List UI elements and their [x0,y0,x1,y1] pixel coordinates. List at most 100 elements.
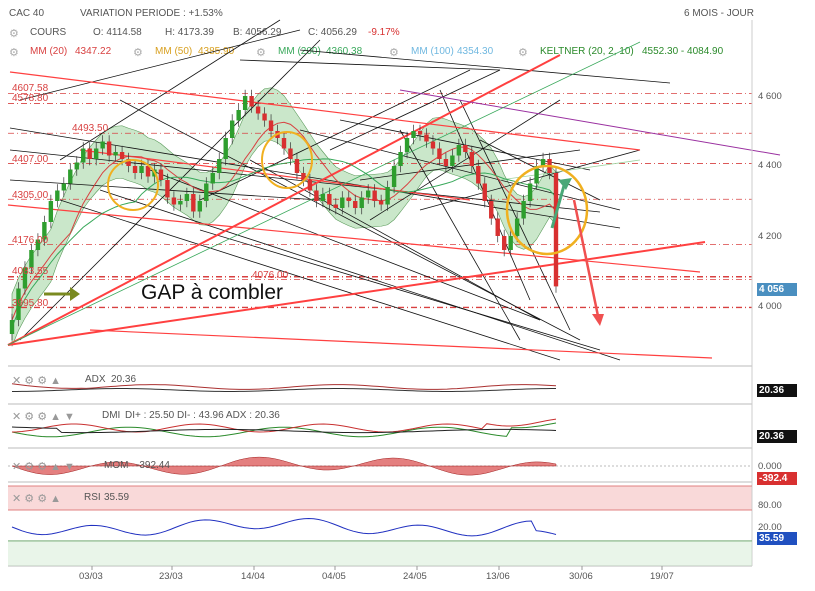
candle-body [378,201,384,205]
mom-label: MOM [104,460,129,471]
candle-body [404,138,410,152]
candle-body [476,166,481,184]
candle-body [346,197,351,201]
trend-line [99,189,621,361]
dmi-box: 20.36 [757,430,797,443]
rsi-box: 35.59 [757,532,797,545]
highlight-circle-1 [107,159,159,211]
candle-body [217,159,222,173]
gap-annotation: GAP à combler [141,281,284,304]
level-label-4: 4407.00 [12,154,49,165]
candle-body [22,267,28,289]
candle-body [501,236,507,250]
green-trend-line [7,41,641,346]
dmi-text: DI+ : 25.50 DI- : 43.96 ADX : 20.36 [125,410,280,421]
adx-box: 20.36 [757,384,797,397]
candle-body [87,148,92,159]
keltner-gear-icon[interactable]: ⚙ [518,47,528,59]
adx-label: ADX [85,374,106,385]
period-label[interactable]: 6 MOIS - JOUR [684,8,755,19]
green-arrow [550,178,572,229]
last-price-box: 4 056 [757,283,797,296]
dmi-label: DMI [102,410,121,421]
price-tick-4: 4 000 [758,301,782,312]
trend-line [59,199,561,361]
candle-body [398,152,403,166]
candle-body [495,218,500,236]
level-label-1: 4607.58 [12,83,49,94]
candle-body [288,148,293,159]
candle-body [106,141,112,156]
trend-line [239,59,501,71]
date-label-4: 04/05 [322,571,346,582]
candle-body [385,187,390,205]
candle-body [294,159,300,173]
trend-line [149,169,541,321]
candle-body [236,110,241,121]
rsi-controls[interactable]: ✕ ⚙ ⚙ ▲ [12,493,61,505]
mom-box: -392.4 [757,472,797,485]
olive-arrow [44,287,80,301]
mom-axis-zero: 0.000 [758,461,782,472]
dmi-controls[interactable]: ✕ ⚙ ⚙ ▲ ▼ [12,411,75,423]
cours-gear-icon[interactable]: ⚙ [9,28,19,40]
keltner-label: KELTNER (20, 2, 10) [540,46,634,57]
candle-body [165,180,170,198]
mm50-label: MM (50) [155,46,193,57]
candle-body [307,180,313,191]
candle-body [353,201,358,208]
trend-line [299,129,621,211]
candle-body [469,152,475,166]
date-label-3: 14/04 [241,571,265,582]
candle-body [534,166,539,184]
candle-body [29,250,34,268]
date-label-7: 30/06 [569,571,593,582]
candle-body [463,145,468,152]
candle-body [113,152,118,156]
cours-label: COURS [30,27,67,38]
mom-value: -392.44 [136,460,170,471]
adx-controls[interactable]: ✕ ⚙ ⚙ ▲ [12,375,61,387]
trend-line [9,179,321,201]
candle-body [197,201,203,212]
candle-body [489,201,494,219]
instrument-name: CAC 40 [9,8,45,19]
light-green-line [499,159,641,181]
candle-body [320,194,326,201]
candle-body [61,183,67,191]
candle-body [191,194,196,212]
mom-controls[interactable]: ✕ ⚙ ⚙ ▲ ▼ [12,461,75,473]
candle-body [521,201,526,219]
highlight-circle-2 [261,131,313,189]
mm200-line [11,158,557,328]
candle-body [126,159,131,166]
ohlc-close: C: 4056.29 [308,27,357,38]
mm200-gear-icon[interactable]: ⚙ [256,47,266,59]
support-line [7,204,701,273]
mm200-label: MM (200) [278,46,321,57]
candle-body [242,96,248,110]
candle-body [249,96,254,107]
horizontal-levels [8,92,752,309]
candle-body [35,239,41,250]
support-line [89,329,713,359]
candle-body [223,138,228,159]
mm50-gear-icon[interactable]: ⚙ [133,47,143,59]
candle-body [391,166,397,187]
candle-body [158,169,164,180]
trend-line [199,69,471,201]
candle-body [437,148,442,159]
date-axis [91,566,663,570]
candles [9,89,559,341]
candle-body [262,113,267,121]
candle-body [540,159,546,166]
mm20-gear-icon[interactable]: ⚙ [9,47,19,59]
level-label-9: 3995.80 [12,298,49,309]
candle-body [443,159,449,166]
trend-line [199,229,601,351]
mm100-gear-icon[interactable]: ⚙ [389,47,399,59]
candle-body [417,131,423,135]
candle-body [132,166,138,173]
candle-body [145,166,151,177]
